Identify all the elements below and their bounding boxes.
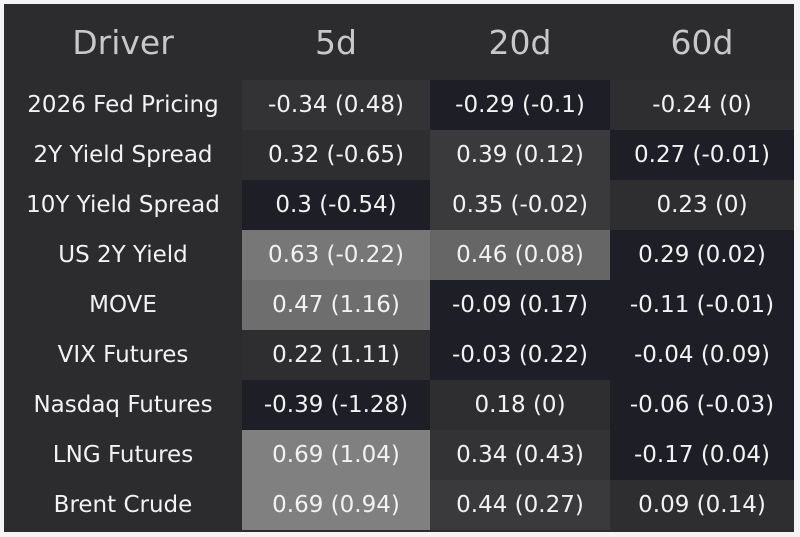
row-label: LNG Futures xyxy=(4,430,242,480)
table-cell: -0.34 (0.48) xyxy=(242,80,430,130)
row-label: VIX Futures xyxy=(4,330,242,380)
row-label: MOVE xyxy=(4,280,242,330)
column-header: 20d xyxy=(488,22,552,62)
table-cell: 0.63 (-0.22) xyxy=(242,230,430,280)
row-label: US 2Y Yield xyxy=(4,230,242,280)
table-cell: 0.35 (-0.02) xyxy=(430,180,610,230)
table-cell: 0.39 (0.12) xyxy=(430,130,610,180)
table-cell: 0.47 (1.16) xyxy=(242,280,430,330)
table-cell: 0.09 (0.14) xyxy=(610,480,794,530)
column-header: 60d xyxy=(670,22,734,62)
table-cell: 0.34 (0.43) xyxy=(430,430,610,480)
table-cell: 0.46 (0.08) xyxy=(430,230,610,280)
table-cell: -0.11 (-0.01) xyxy=(610,280,794,330)
correlation-table: Driver 5d 20d 60d 2026 Fed Pricing -0.34 (0.4… xyxy=(4,4,794,532)
row-label: 2026 Fed Pricing xyxy=(4,80,242,130)
table-cell: -0.04 (0.09) xyxy=(610,330,794,380)
table-cell: 0.23 (0) xyxy=(610,180,794,230)
row-label: 2Y Yield Spread xyxy=(4,130,242,180)
table-cell: -0.17 (0.04) xyxy=(610,430,794,480)
table-cell: 0.69 (0.94) xyxy=(242,480,430,530)
table-cell: 0.29 (0.02) xyxy=(610,230,794,280)
column-header: 5d xyxy=(315,22,357,62)
table-cell: -0.24 (0) xyxy=(610,80,794,130)
table-cell: 0.44 (0.27) xyxy=(430,480,610,530)
table-cell: 0.22 (1.11) xyxy=(242,330,430,380)
table-cell: -0.29 (-0.1) xyxy=(430,80,610,130)
table-cell: 0.3 (-0.54) xyxy=(242,180,430,230)
table-cell: -0.06 (-0.03) xyxy=(610,380,794,430)
row-label: Brent Crude xyxy=(4,480,242,530)
table-cell: 0.32 (-0.65) xyxy=(242,130,430,180)
table-cell: -0.09 (0.17) xyxy=(430,280,610,330)
row-label: Nasdaq Futures xyxy=(4,380,242,430)
table-cell: 0.18 (0) xyxy=(430,380,610,430)
table-cell: -0.39 (-1.28) xyxy=(242,380,430,430)
table-cell: 0.69 (1.04) xyxy=(242,430,430,480)
row-label: 10Y Yield Spread xyxy=(4,180,242,230)
table-cell: 0.27 (-0.01) xyxy=(610,130,794,180)
column-header: Driver xyxy=(72,22,174,62)
table-cell: -0.03 (0.22) xyxy=(430,330,610,380)
